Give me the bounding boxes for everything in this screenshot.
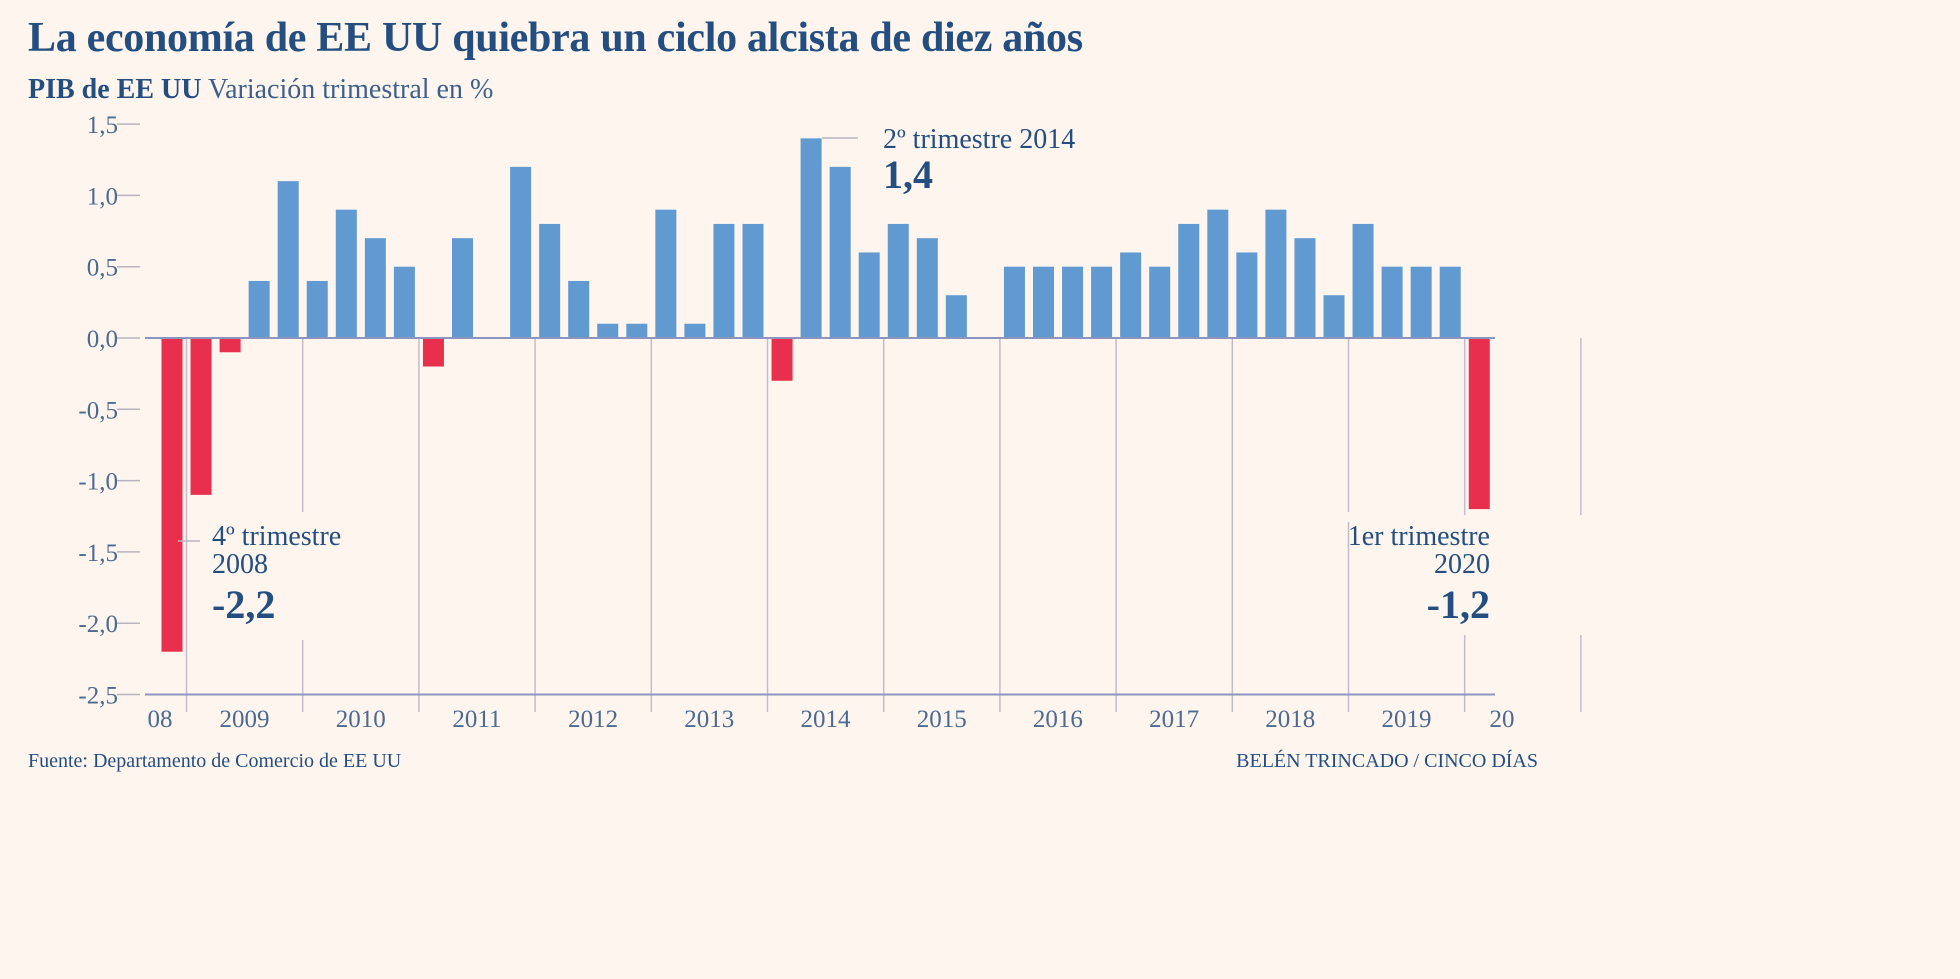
bar-2018-t1: [1236, 252, 1258, 338]
source-note: Fuente: Departamento de Comercio de EE U…: [28, 750, 402, 772]
bar-2011-t2: [452, 238, 473, 338]
bar-2012-t4: [626, 323, 648, 338]
x-year-label: 2016: [1033, 706, 1083, 733]
bar-2012-t2: [568, 280, 590, 338]
bar-2017-t1: [1120, 252, 1142, 338]
x-year-label: 2018: [1265, 706, 1315, 733]
bar-2011-t1: [422, 338, 444, 367]
chart-title: La economía de EE UU quiebra un ciclo al…: [28, 15, 1083, 61]
x-year-label: 2009: [220, 706, 270, 733]
bar-2017-t2: [1149, 266, 1171, 338]
x-year-label: 2017: [1149, 706, 1199, 733]
bar-2020-t1: [1468, 338, 1490, 510]
annotation-2014-value: 1,4: [883, 152, 933, 197]
x-year-label: 2019: [1382, 706, 1432, 733]
y-tick-label: -1,0: [78, 469, 118, 496]
subtitle-rest: Variación trimestral en %: [207, 74, 494, 105]
bar-2018-t2: [1265, 209, 1287, 338]
x-year-label: 2010: [336, 706, 386, 733]
x-year-label: 2013: [684, 706, 734, 733]
bar-2014-t1: [771, 338, 793, 381]
bar-2015-t3: [945, 295, 967, 338]
bar-2009-t4: [277, 181, 299, 338]
bar-2010-t4: [393, 266, 415, 338]
bar-2017-t3: [1178, 223, 1200, 338]
bar-2013-t1: [655, 209, 677, 338]
subtitle-bold: PIB de EE UU: [28, 74, 202, 105]
bar-2016-t1: [1003, 266, 1025, 338]
y-tick-label: -1,5: [78, 540, 118, 567]
annotation-2020-line1: 1er trimestre: [1347, 521, 1490, 552]
annotation-2008-line2: 2008: [212, 549, 268, 580]
bar-2010-t1: [306, 280, 328, 338]
bar-2014-t2: [800, 138, 822, 338]
annotation-2020-value: -1,2: [1426, 582, 1490, 627]
y-tick-label: -0,5: [78, 397, 118, 424]
bar-2016-t2: [1033, 266, 1054, 338]
bar-2015-t1: [887, 223, 909, 338]
bar-2018-t4: [1323, 295, 1345, 338]
x-year-label: 20: [1490, 706, 1515, 733]
bar-2009-t2: [219, 338, 241, 353]
x-year-label: 08: [148, 706, 173, 733]
bar-2010-t3: [364, 238, 386, 338]
bar-2010-t2: [335, 209, 357, 338]
bar-2013-t3: [713, 223, 735, 338]
bar-2008-t4: [161, 338, 183, 652]
bar-2014-t3: [829, 166, 851, 338]
bar-2012-t3: [597, 323, 619, 338]
y-tick-label: -2,5: [78, 683, 118, 710]
y-tick-label: 1,5: [87, 112, 118, 139]
credit: BELÉN TRINCADO / CINCO DÍAS: [1236, 750, 1538, 772]
bar-2018-t3: [1294, 238, 1316, 338]
y-tick-label: 0,5: [87, 255, 118, 282]
annotation-2008-line1: 4º trimestre: [212, 521, 342, 552]
x-year-label: 2014: [801, 706, 852, 733]
bar-2019-t2: [1381, 266, 1403, 338]
y-tick-label: -2,0: [78, 611, 118, 638]
bar-2013-t4: [742, 223, 764, 338]
x-year-label: 2011: [452, 706, 501, 733]
y-tick-label: 0,0: [87, 326, 118, 353]
bar-2016-t4: [1091, 266, 1113, 338]
annotation-2008-value: -2,2: [212, 582, 276, 627]
bar-2019-t3: [1410, 266, 1432, 338]
x-year-label: 2015: [917, 706, 967, 733]
bar-2012-t1: [539, 223, 561, 338]
bar-2013-t2: [684, 323, 706, 338]
x-year-label: 2012: [568, 706, 618, 733]
annotation-2020-line2: 2020: [1434, 549, 1490, 580]
chart-subtitle: PIB de EE UU Variación trimestral en %: [28, 74, 493, 106]
annotation-2014-line1: 2º trimestre 2014: [883, 124, 1076, 155]
bar-2016-t3: [1062, 266, 1084, 338]
bar-2009-t1: [190, 338, 212, 495]
y-tick-label: 1,0: [87, 183, 118, 210]
bar-2009-t3: [248, 280, 270, 338]
bar-2011-t4: [510, 166, 532, 338]
bar-2014-t4: [858, 252, 880, 338]
bar-2015-t2: [916, 238, 938, 338]
bar-2017-t4: [1207, 209, 1229, 338]
bar-2019-t4: [1439, 266, 1461, 338]
bar-2019-t1: [1352, 223, 1374, 338]
